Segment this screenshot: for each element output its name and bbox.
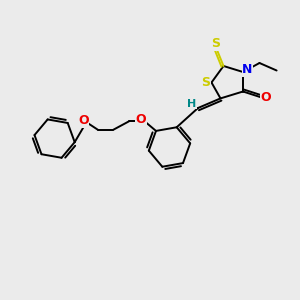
Text: S: S [212, 37, 220, 50]
Text: O: O [136, 113, 146, 126]
Text: S: S [202, 76, 211, 89]
Text: O: O [260, 91, 271, 104]
Text: H: H [187, 99, 196, 109]
Text: N: N [242, 63, 253, 76]
Text: O: O [78, 114, 89, 127]
